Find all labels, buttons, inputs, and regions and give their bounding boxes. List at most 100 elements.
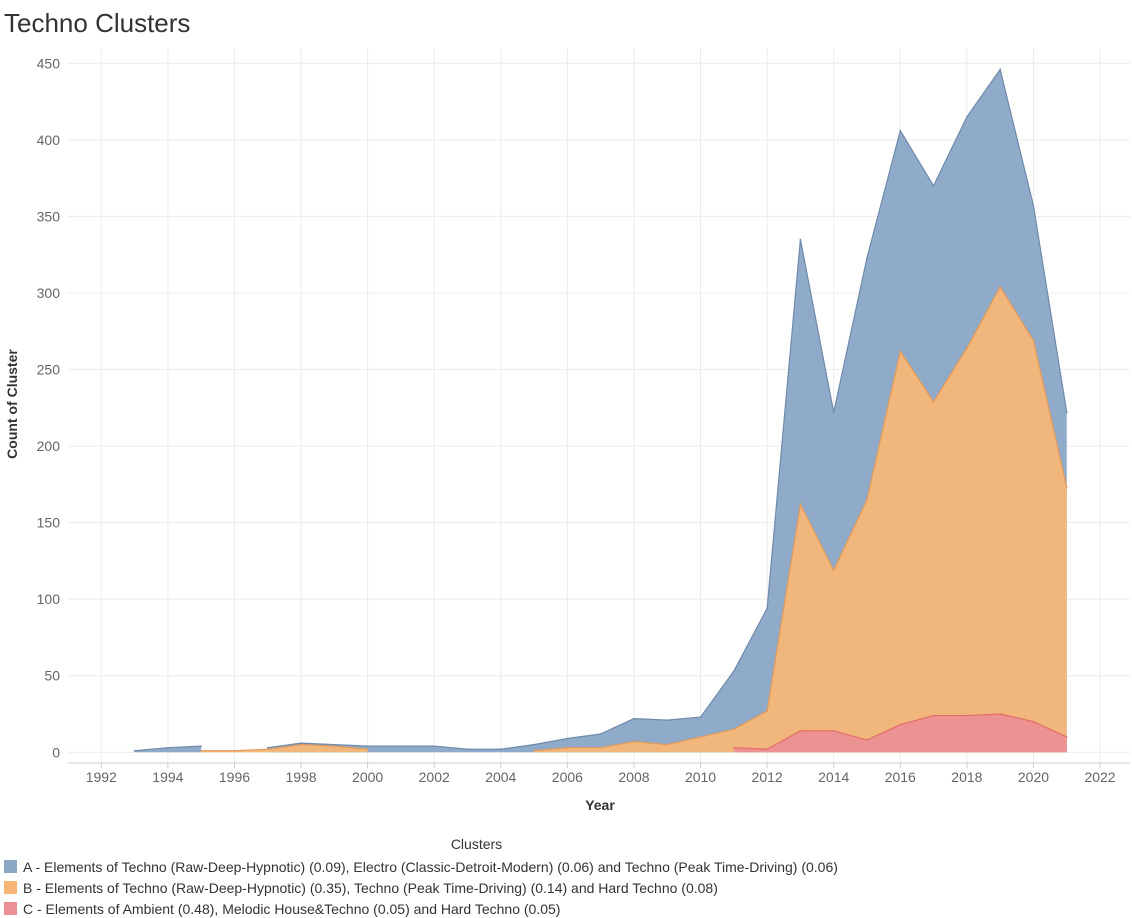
y-tick-label: 150 [37, 515, 61, 531]
area-series-a[interactable] [134, 746, 202, 753]
data-point-a[interactable] [466, 748, 469, 751]
legend-swatch-b [4, 881, 17, 894]
legend-swatch-c [4, 902, 17, 915]
area-series-c[interactable] [733, 714, 1067, 753]
x-tick-label: 1992 [86, 769, 117, 785]
data-point-c[interactable] [932, 714, 935, 717]
data-point-a[interactable] [799, 238, 802, 241]
data-point-b[interactable] [899, 350, 902, 352]
area-series-b[interactable] [534, 286, 1067, 753]
data-point-b[interactable] [266, 748, 269, 751]
data-point-b[interactable] [533, 749, 535, 752]
data-point-b[interactable] [666, 743, 669, 746]
data-point-a[interactable] [766, 607, 768, 610]
data-point-a[interactable] [599, 733, 602, 735]
legend-item-a[interactable]: A - Elements of Techno (Raw-Deep-Hypnoti… [4, 856, 1124, 877]
data-point-a[interactable] [932, 184, 935, 187]
data-point-a[interactable] [133, 749, 136, 752]
data-point-b[interactable] [633, 740, 635, 743]
data-point-a[interactable] [866, 256, 868, 259]
data-point-b[interactable] [999, 286, 1001, 288]
data-point-b[interactable] [832, 569, 835, 571]
data-point-a[interactable] [966, 116, 968, 118]
data-point-a[interactable] [1032, 204, 1035, 207]
data-point-c[interactable] [799, 730, 802, 732]
x-tick-label: 2012 [752, 769, 783, 785]
legend-label-b: B - Elements of Techno (Raw-Deep-Hypnoti… [23, 879, 718, 896]
x-tick-label: 2014 [818, 769, 849, 785]
data-point-a[interactable] [1065, 411, 1068, 414]
x-tick-label: 2020 [1018, 769, 1049, 785]
data-point-b[interactable] [966, 347, 968, 349]
data-point-a[interactable] [533, 743, 535, 746]
data-point-a[interactable] [400, 745, 402, 747]
data-point-a[interactable] [899, 129, 902, 132]
data-point-b[interactable] [699, 736, 702, 738]
data-point-b[interactable] [566, 746, 569, 749]
line-series-b [267, 744, 368, 750]
legend-swatch-a [4, 860, 17, 873]
x-tick-label: 2008 [618, 769, 649, 785]
x-tick-label: 2022 [1084, 769, 1115, 785]
data-point-b[interactable] [766, 710, 768, 712]
data-point-b[interactable] [599, 746, 602, 749]
data-point-a[interactable] [433, 745, 436, 747]
data-point-c[interactable] [966, 714, 968, 717]
data-point-a[interactable] [300, 742, 302, 744]
data-point-c[interactable] [1032, 720, 1035, 723]
y-tick-label: 100 [37, 591, 61, 607]
x-tick-label: 1994 [152, 769, 183, 785]
data-point-a[interactable] [333, 743, 336, 746]
y-tick-label: 350 [37, 208, 61, 224]
data-point-c[interactable] [733, 746, 735, 749]
data-point-a[interactable] [499, 748, 502, 751]
y-tick-label: 50 [44, 668, 60, 684]
legend-title: Clusters [450, 836, 503, 852]
x-tick-label: 2010 [685, 769, 716, 785]
x-tick-label: 2006 [552, 769, 583, 785]
data-point-b[interactable] [233, 749, 236, 752]
data-point-b[interactable] [333, 745, 336, 747]
data-point-a[interactable] [366, 745, 369, 747]
legend: Clusters A - Elements of Techno (Raw-Dee… [4, 836, 1124, 918]
data-point-b[interactable] [200, 749, 202, 752]
data-point-a[interactable] [167, 746, 169, 749]
data-point-a[interactable] [666, 719, 669, 721]
y-axis-title: Count of Cluster [4, 349, 20, 459]
data-point-b[interactable] [799, 503, 802, 506]
area-series-b[interactable] [267, 744, 368, 753]
y-tick-label: 300 [37, 285, 61, 301]
data-point-a[interactable] [699, 716, 702, 718]
area-layer [133, 68, 1068, 753]
data-point-c[interactable] [899, 723, 902, 726]
data-point-a[interactable] [832, 411, 835, 414]
data-point-a[interactable] [633, 717, 635, 720]
legend-item-c[interactable]: C - Elements of Ambient (0.48), Melodic … [4, 898, 1124, 918]
data-point-c[interactable] [866, 739, 868, 741]
data-point-b[interactable] [733, 728, 735, 731]
data-point-c[interactable] [766, 748, 768, 751]
legend-item-b[interactable]: B - Elements of Techno (Raw-Deep-Hypnoti… [4, 877, 1124, 898]
data-point-b[interactable] [300, 743, 302, 746]
data-point-c[interactable] [832, 730, 835, 732]
x-tick-label: 2004 [485, 769, 516, 785]
data-point-a[interactable] [200, 745, 202, 747]
data-point-b[interactable] [866, 498, 868, 501]
x-tick-label: 1998 [285, 769, 316, 785]
data-point-a[interactable] [566, 737, 569, 740]
data-point-b[interactable] [366, 748, 369, 751]
data-point-a[interactable] [999, 68, 1001, 71]
data-point-c[interactable] [999, 713, 1001, 715]
data-point-b[interactable] [1065, 486, 1068, 489]
data-point-a[interactable] [266, 746, 269, 749]
data-point-c[interactable] [1065, 736, 1068, 738]
y-tick-label: 400 [37, 132, 61, 148]
y-tick-label: 0 [52, 744, 60, 760]
data-point-b[interactable] [932, 400, 935, 403]
x-tick-label: 2002 [419, 769, 450, 785]
x-axis-title: Year [585, 797, 615, 813]
legend-label-a: A - Elements of Techno (Raw-Deep-Hypnoti… [23, 858, 838, 875]
data-point-b[interactable] [1032, 339, 1035, 342]
data-point-a[interactable] [733, 670, 735, 672]
